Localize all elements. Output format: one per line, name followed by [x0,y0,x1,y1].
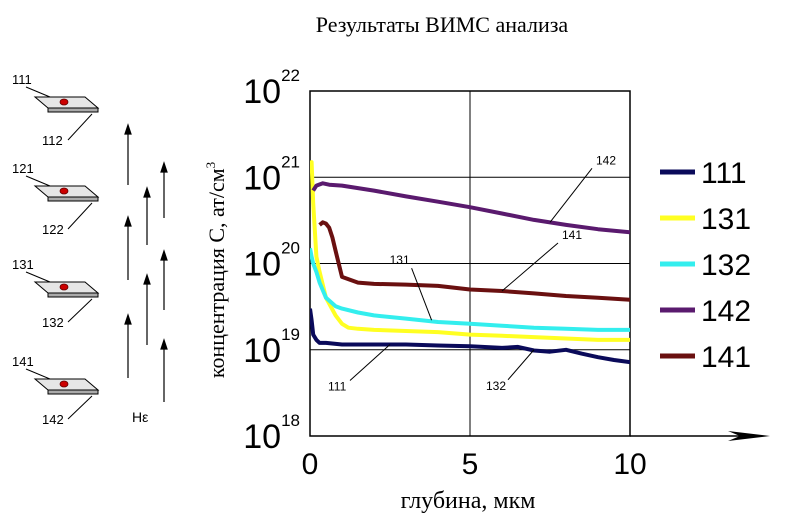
sample-label-top: 131 [12,257,34,272]
annotation-label-132: 132 [486,379,506,393]
arrow-head-icon [728,431,770,441]
sample-label-top: 121 [12,161,34,176]
annotation-leader [411,268,433,321]
y-tick-label: 1018 [243,411,300,456]
sample-141: 141 142 [12,354,100,427]
series-line-141 [318,220,630,302]
grid [310,91,630,436]
annotation-leader [549,168,593,223]
series-lines [310,160,630,365]
series-line-131 [310,160,630,342]
y-axis-title: концентрация С, ат/см3 [203,162,229,378]
field-arrows [124,123,168,402]
sample-label-bottom: 122 [42,222,64,237]
sample-121: 121 122 [12,161,100,237]
sample-label-bottom: 112 [42,133,63,148]
annotation-label-141: 141 [562,228,582,242]
chart-title: Результаты ВИМС анализа [316,12,569,37]
implant-spot-icon [59,283,69,291]
x-tick-label: 0 [302,448,319,481]
implant-spot-icon [59,380,69,388]
y-tick-labels: 1018 1019 1020 1021 1022 [243,66,300,456]
implant-spot-icon [59,187,69,195]
legend: 111 131 132 142 141 [660,157,751,374]
annotation-leader [349,344,391,381]
annotation-leader [501,242,559,292]
x-tick-label: 5 [462,448,479,481]
sample-label-top: 141 [12,354,34,369]
x-axis-arrow [630,431,770,441]
series-line-132 [310,247,630,332]
x-tick-labels: 0 5 10 [302,448,647,481]
annotation-label-131: 131 [390,253,410,267]
y-tick-label: 1021 [243,152,300,197]
annotations: 142 141 131 111 132 [328,153,616,393]
annotation-label-142: 142 [596,153,616,167]
legend-label-142: 142 [701,295,751,328]
x-tick-label: 10 [613,448,646,481]
series-line-111 [310,308,630,365]
legend-label-111: 111 [701,157,747,190]
y-tick-label: 1020 [243,239,300,284]
annotation-label-111: 111 [328,380,347,394]
y-axis-label-superscript: 3 [203,162,218,169]
legend-label-131: 131 [701,203,751,236]
sample-label-bottom: 142 [42,412,64,427]
sample-diagrams: 111 112 121 122 131 132 141 [12,72,100,427]
sample-label-bottom: 132 [42,315,64,330]
field-label: Hε [132,409,148,425]
y-axis-label: концентрация С, ат/см [204,168,229,378]
y-tick-label: 1022 [243,66,300,111]
legend-label-132: 132 [701,249,751,282]
sample-111: 111 112 [12,72,100,148]
series-line-142 [311,181,630,235]
plot-area: 1018 1019 1020 1021 1022 0 5 10 142 141 131 111 13… [243,66,646,481]
svg-text:концентрация С, ат/см3: концентрация С, ат/см3 [203,162,229,378]
implant-spot-icon [59,98,69,106]
legend-label-141: 141 [701,341,751,374]
y-tick-label: 1019 [243,325,300,370]
x-axis-label: глубина, мкм [401,488,536,514]
sample-label-top: 111 [12,72,32,87]
sample-131: 131 132 [12,257,100,330]
annotation-leader [507,349,535,381]
